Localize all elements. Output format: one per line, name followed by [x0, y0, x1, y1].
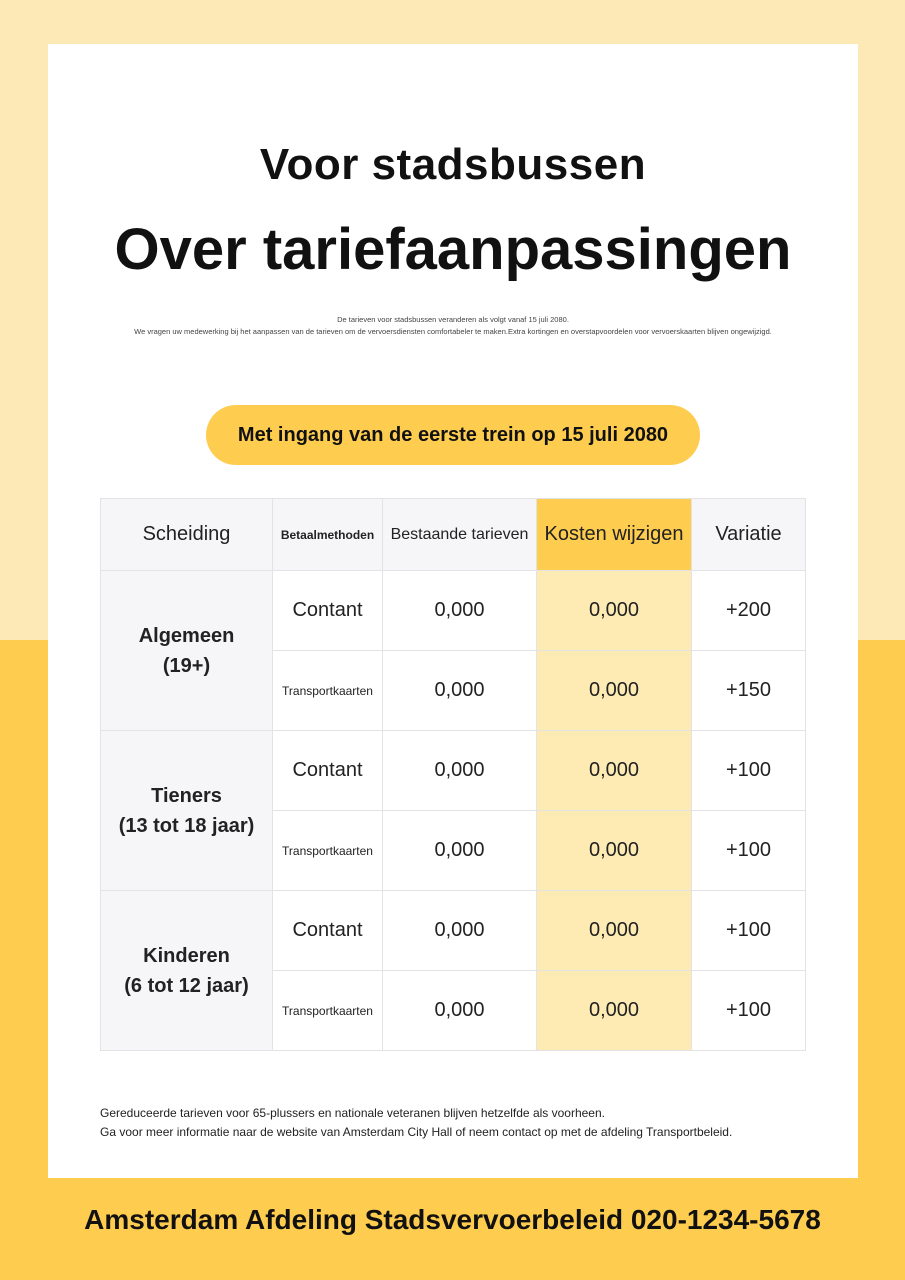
notes: Gereduceerde tarieven voor 65-plussers e…: [100, 1104, 732, 1142]
header-scheiding: Scheiding: [100, 498, 273, 571]
variation: +100: [691, 970, 806, 1051]
intro-text: De tarieven voor stadsbussen veranderen …: [48, 314, 858, 338]
new-fare: 0,000: [536, 730, 692, 811]
new-fare: 0,000: [536, 810, 692, 891]
existing-fare: 0,000: [382, 730, 537, 811]
notice-card: Voor stadsbussen Over tariefaanpassingen…: [48, 44, 858, 1178]
table-row: Tieners (13 tot 18 jaar) Contant 0,000 0,000…: [100, 730, 806, 891]
effective-date-badge: Met ingang van de eerste trein op 15 jul…: [206, 405, 700, 465]
group-age: (6 tot 12 jaar): [124, 974, 249, 997]
variation: +150: [691, 650, 806, 731]
header-variatie: Variatie: [691, 498, 806, 571]
payment-method: Transportkaarten: [272, 970, 383, 1051]
group-name: Kinderen: [143, 944, 230, 967]
group-label: Algemeen (19+): [100, 570, 273, 731]
payment-method: Contant: [272, 570, 383, 651]
header-betaalmethoden: Betaalmethoden: [272, 498, 383, 571]
table-row: Transportkaarten 0,000 0,000 +100: [101, 810, 806, 891]
note-line: Gereduceerde tarieven voor 65-plussers e…: [100, 1106, 605, 1120]
subtitle: Over tariefaanpassingen: [114, 217, 792, 282]
existing-fare: 0,000: [382, 810, 537, 891]
title: Voor stadsbussen: [259, 140, 647, 189]
payment-method: Contant: [272, 890, 383, 971]
table-row: Transportkaarten 0,000 0,000 +100: [101, 970, 806, 1051]
group-label: Kinderen (6 tot 12 jaar): [100, 890, 273, 1051]
new-fare: 0,000: [536, 570, 692, 651]
group-name: Tieners: [151, 784, 222, 807]
variation: +100: [691, 890, 806, 971]
table-row: Kinderen (6 tot 12 jaar) Contant 0,000 0,000…: [100, 890, 806, 1051]
variation: +100: [691, 730, 806, 811]
group-age: (19+): [162, 654, 211, 677]
group-age: (13 tot 18 jaar): [118, 814, 255, 837]
intro-line: We vragen uw medewerking bij het aanpass…: [134, 327, 772, 336]
header-kosten: Kosten wijzigen: [536, 498, 692, 571]
table-row: Algemeen (19+) Contant 0,000 0,000 +200: [100, 570, 806, 731]
table-row: Transportkaarten 0,000 0,000 +150: [101, 650, 806, 731]
existing-fare: 0,000: [382, 970, 537, 1051]
note-line: Ga voor meer informatie naar de website …: [100, 1125, 733, 1139]
payment-method: Transportkaarten: [272, 650, 383, 731]
existing-fare: 0,000: [382, 650, 537, 731]
new-fare: 0,000: [536, 970, 692, 1051]
table-header-row: Scheiding Betaalmethoden Bestaande tarie…: [100, 498, 806, 571]
group-name: Algemeen: [138, 624, 235, 647]
variation: +100: [691, 810, 806, 891]
variation: +200: [691, 570, 806, 651]
fare-table: Scheiding Betaalmethoden Bestaande tarie…: [100, 498, 806, 1051]
payment-method: Transportkaarten: [272, 810, 383, 891]
footer-contact: Amsterdam Afdeling Stadsvervoerbeleid 02…: [84, 1204, 821, 1235]
payment-method: Contant: [272, 730, 383, 811]
header-bestaande: Bestaande tarieven: [382, 498, 537, 571]
existing-fare: 0,000: [382, 890, 537, 971]
group-label: Tieners (13 tot 18 jaar): [100, 730, 273, 891]
existing-fare: 0,000: [382, 570, 537, 651]
new-fare: 0,000: [536, 890, 692, 971]
intro-line: De tarieven voor stadsbussen veranderen …: [337, 315, 569, 324]
new-fare: 0,000: [536, 650, 692, 731]
